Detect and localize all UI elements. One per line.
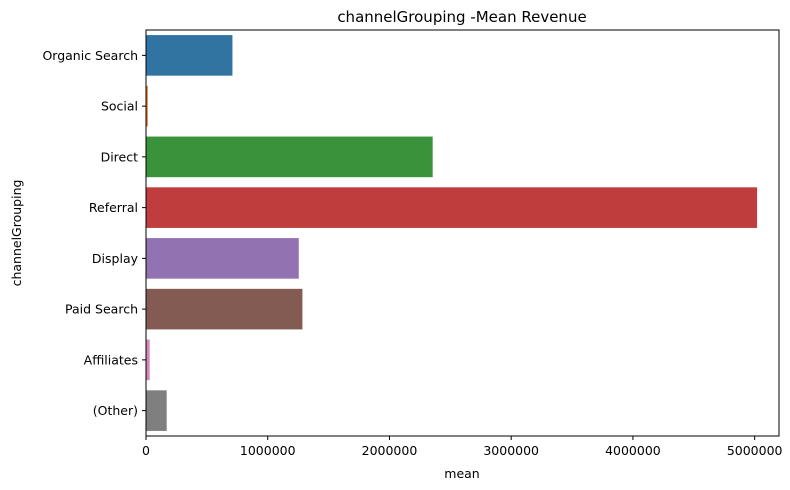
x-tick-label: 3000000 [483,443,539,458]
chart-title: channelGrouping -Mean Revenue [337,8,586,26]
bar-5 [146,288,303,330]
y-tick-label: Direct [101,149,139,164]
x-tick-label: 1000000 [240,443,296,458]
bar-2 [146,136,433,178]
bar-1 [146,85,148,127]
x-tick-label: 2000000 [362,443,418,458]
y-tick-label: Referral [89,200,138,215]
x-tick-label: 0 [142,443,150,458]
x-axis: 0 1000000 2000000 3000000 4000000 5000000 [142,436,783,458]
bar-4 [146,238,299,279]
plot-frame [145,29,780,437]
bar-0 [146,35,233,76]
y-tick-label: Display [92,251,139,266]
y-tick-label: Social [101,99,138,114]
bars-group [146,35,758,431]
y-axis: Organic Search Social Direct Referral Displa… [42,48,146,418]
y-tick-label: Affiliates [84,352,138,367]
y-tick-label: Organic Search [42,48,138,63]
y-tick-label: Paid Search [65,302,138,317]
x-tick-label: 5000000 [727,443,783,458]
bar-6 [146,339,150,381]
y-tick-label: (Other) [93,403,138,418]
bar-7 [146,390,167,431]
x-axis-title: mean [444,466,479,481]
y-axis-title: channelGrouping [9,180,24,287]
x-tick-label: 4000000 [605,443,661,458]
bar-3 [146,187,758,228]
